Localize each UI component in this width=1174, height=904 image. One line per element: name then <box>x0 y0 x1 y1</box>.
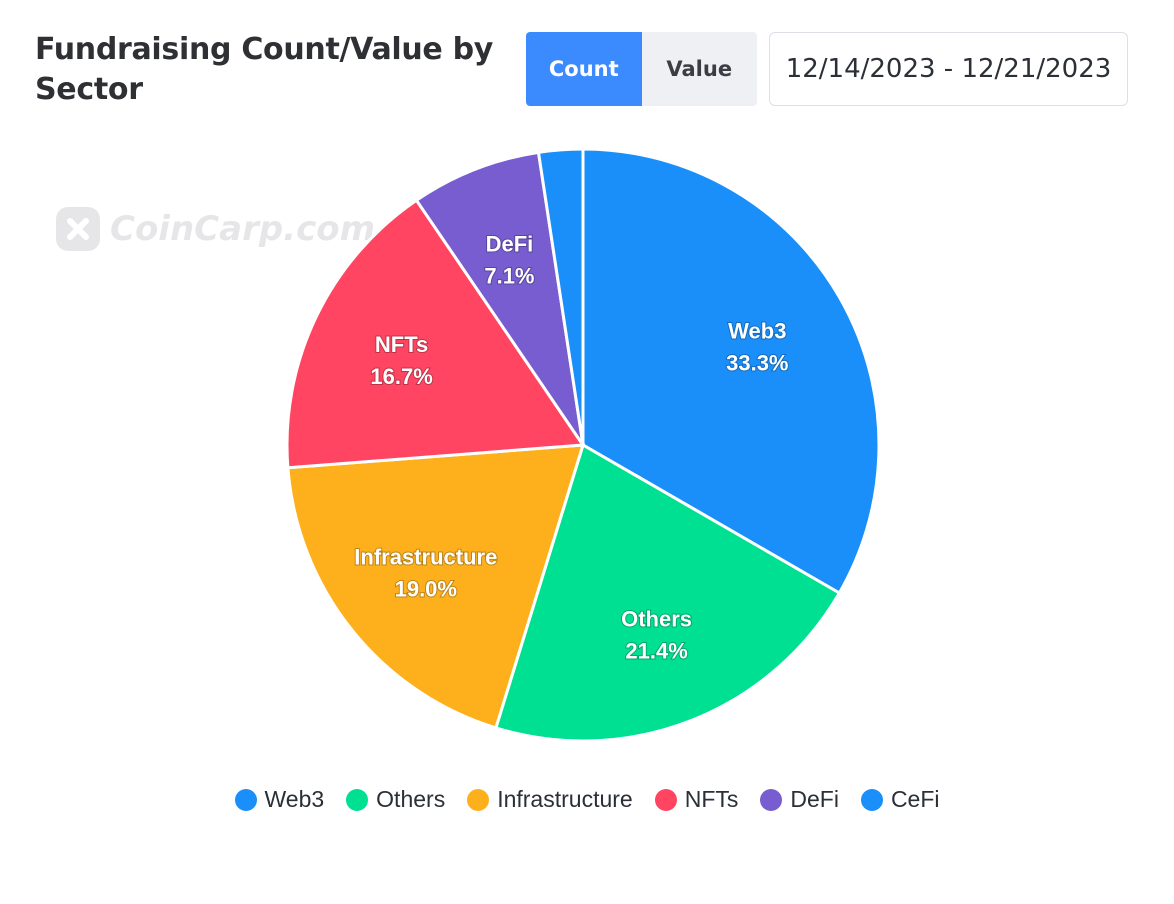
legend-label-others: Others <box>376 786 446 812</box>
legend-marker-nfts <box>654 788 677 811</box>
pie-slice-others[interactable] <box>494 442 842 743</box>
legend-label-cefi: CeFi <box>890 786 940 812</box>
chart-title: Fundraising Count/Value by Sector <box>35 32 494 107</box>
slice-value-infrastructure: 19.0% <box>395 577 457 602</box>
legend-label-infrastructure: Infrastructure <box>497 786 633 812</box>
slice-label-others: Others <box>621 606 692 631</box>
legend-marker-others <box>346 788 369 811</box>
pie-slices <box>285 147 881 743</box>
legend-item-infrastructure[interactable]: Infrastructure <box>467 786 633 813</box>
slice-value-nfts: 16.7% <box>370 364 432 389</box>
pie-slice-web3[interactable] <box>581 147 881 596</box>
legend-item-defi[interactable]: DeFi <box>760 786 839 813</box>
legend-item-others[interactable]: Others <box>346 786 445 813</box>
pie-slice-cefi[interactable] <box>536 147 585 446</box>
legend-label-web3: Web3 <box>264 786 325 812</box>
pie-labels: Web3 33.3% Others 21.4% Infrastructure 19.0% N… <box>353 231 789 665</box>
slice-label-nfts: NFTs <box>375 332 428 357</box>
legend-marker-cefi <box>860 788 883 811</box>
pie-slice-nfts[interactable] <box>285 198 586 470</box>
pie-slice-infrastructure[interactable] <box>286 443 586 730</box>
slice-value-web3: 33.3% <box>726 350 788 375</box>
chart-legend: Web3 Others Infrastructure NFTs DeFi CeFi <box>0 786 1174 813</box>
legend-label-defi: DeFi <box>790 786 839 812</box>
legend-item-nfts[interactable]: NFTs <box>654 786 739 813</box>
pie-chart: Web3 33.3% Others 21.4% Infrastructure 19.0% N… <box>285 147 881 743</box>
watermark-text: CoinCarp.com <box>110 209 376 249</box>
date-range-picker[interactable]: 12/14/2023 - 12/21/2023 <box>769 32 1128 106</box>
slice-label-defi: DeFi <box>486 232 534 257</box>
legend-label-nfts: NFTs <box>684 786 739 812</box>
legend-item-cefi[interactable]: CeFi <box>860 786 940 813</box>
legend-item-web3[interactable]: Web3 <box>234 786 325 813</box>
legend-marker-web3 <box>234 788 257 811</box>
watermark: CoinCarp.com <box>54 205 375 253</box>
count-value-toggle[interactable]: Count Value <box>526 32 757 106</box>
pie-slice-defi[interactable] <box>414 150 585 446</box>
count-button[interactable]: Count <box>526 32 642 106</box>
value-button[interactable]: Value <box>641 32 757 106</box>
legend-marker-defi <box>760 788 783 811</box>
legend-marker-infrastructure <box>467 788 490 811</box>
coincarp-logo-icon <box>56 207 100 251</box>
slice-label-infrastructure: Infrastructure <box>354 545 497 570</box>
slice-value-others: 21.4% <box>625 638 687 663</box>
slice-value-defi: 7.1% <box>484 264 534 289</box>
slice-label-web3: Web3 <box>728 318 786 343</box>
